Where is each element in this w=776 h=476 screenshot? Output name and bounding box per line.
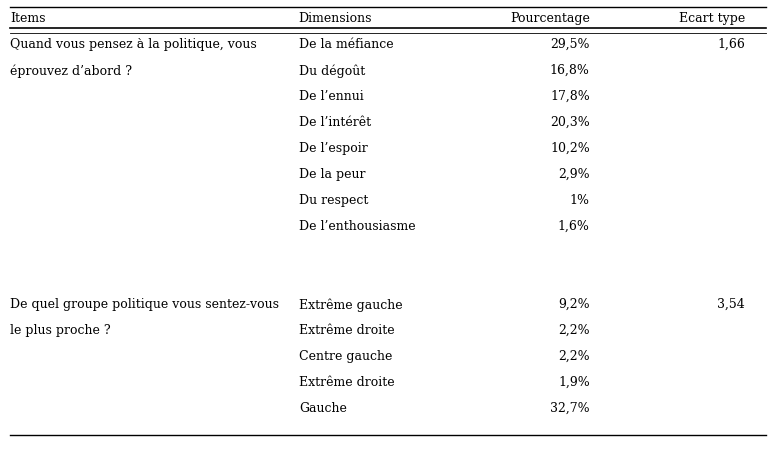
Text: 2,2%: 2,2%	[558, 323, 590, 336]
Text: Items: Items	[10, 12, 46, 25]
Text: Quand vous pensez à la politique, vous: Quand vous pensez à la politique, vous	[10, 38, 257, 51]
Text: Du respect: Du respect	[299, 194, 368, 207]
Text: 20,3%: 20,3%	[550, 116, 590, 129]
Text: Extrême droite: Extrême droite	[299, 375, 394, 388]
Text: le plus proche ?: le plus proche ?	[10, 323, 111, 336]
Text: 1,66: 1,66	[717, 38, 745, 51]
Text: 17,8%: 17,8%	[550, 90, 590, 103]
Text: Du dégoût: Du dégoût	[299, 64, 365, 77]
Text: 2,2%: 2,2%	[558, 349, 590, 362]
Text: Ecart type: Ecart type	[679, 12, 745, 25]
Text: De la peur: De la peur	[299, 168, 365, 180]
Text: 9,2%: 9,2%	[558, 298, 590, 310]
Text: De quel groupe politique vous sentez-vous: De quel groupe politique vous sentez-vou…	[10, 298, 279, 310]
Text: 3,54: 3,54	[717, 298, 745, 310]
Text: 29,5%: 29,5%	[550, 38, 590, 51]
Text: éprouvez d’abord ?: éprouvez d’abord ?	[10, 64, 132, 77]
Text: 16,8%: 16,8%	[550, 64, 590, 77]
Text: De l’enthousiasme: De l’enthousiasme	[299, 219, 415, 232]
Text: 2,9%: 2,9%	[558, 168, 590, 180]
Text: 1%: 1%	[570, 194, 590, 207]
Text: Extrême droite: Extrême droite	[299, 323, 394, 336]
Text: De l’ennui: De l’ennui	[299, 90, 363, 103]
Text: 32,7%: 32,7%	[550, 401, 590, 414]
Text: De la méfiance: De la méfiance	[299, 38, 393, 51]
Text: Dimensions: Dimensions	[299, 12, 372, 25]
Text: 1,9%: 1,9%	[558, 375, 590, 388]
Text: Gauche: Gauche	[299, 401, 347, 414]
Text: 10,2%: 10,2%	[550, 142, 590, 155]
Text: De l’intérêt: De l’intérêt	[299, 116, 371, 129]
Text: De l’espoir: De l’espoir	[299, 142, 368, 155]
Text: 1,6%: 1,6%	[558, 219, 590, 232]
Text: Extrême gauche: Extrême gauche	[299, 298, 403, 311]
Text: Pourcentage: Pourcentage	[510, 12, 590, 25]
Text: Centre gauche: Centre gauche	[299, 349, 392, 362]
